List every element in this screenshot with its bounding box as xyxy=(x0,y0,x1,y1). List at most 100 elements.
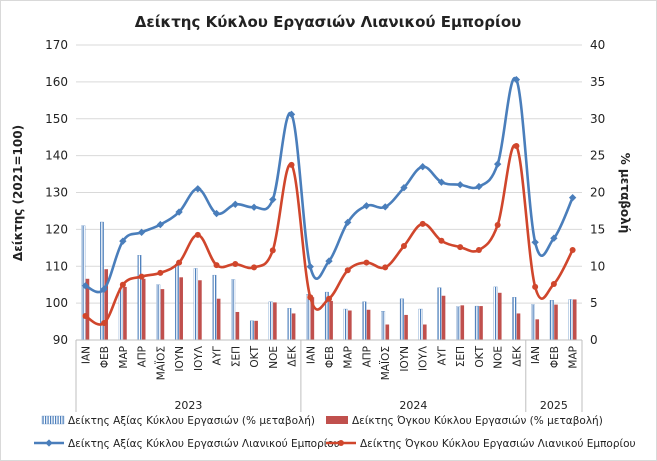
line-point xyxy=(250,203,258,211)
bar xyxy=(81,225,86,341)
bar xyxy=(348,310,352,340)
line-point xyxy=(419,220,426,227)
line-point xyxy=(344,267,351,274)
line-point xyxy=(101,320,108,327)
y-tick-label: 100 xyxy=(45,296,68,310)
x-tick-label: ΜΑΡ xyxy=(568,346,580,369)
bar xyxy=(216,298,221,340)
line-point xyxy=(475,247,482,254)
legend-swatch xyxy=(326,416,348,424)
x-tick-label: ΙΟΥΛ xyxy=(193,345,205,371)
x-tick-label: ΣΕΠ xyxy=(230,346,242,367)
line-point xyxy=(475,182,483,191)
x-tick-label: ΟΚΤ xyxy=(249,345,261,367)
y2-tick-label: 30 xyxy=(590,112,605,126)
x-tick-label: ΑΠΡ xyxy=(361,346,373,367)
x-tick-label: ΙΑΝ xyxy=(305,346,317,364)
bar-series xyxy=(81,221,577,341)
bar xyxy=(456,306,461,341)
x-tick-label: ΜΑΪΟΣ xyxy=(379,346,392,380)
line-point xyxy=(325,257,333,265)
legend-marker xyxy=(45,439,53,447)
bar xyxy=(531,304,535,341)
line-point xyxy=(287,110,296,119)
legend-label: Δείκτης Αξίας Κύκλου Εργασιών (% μεταβολ… xyxy=(68,415,315,427)
line-point xyxy=(550,234,558,242)
line-series xyxy=(81,75,577,327)
legend-label: Δείκτης Αξίας Κύκλου Εργασιών Λιανικού Ε… xyxy=(68,438,340,450)
x-tick-label: ΦΕΒ xyxy=(549,346,561,368)
bar xyxy=(175,263,179,341)
line-point xyxy=(81,282,90,290)
bar xyxy=(437,287,442,341)
x-tick-label: ΑΥΓ xyxy=(436,346,448,366)
x-tick-label: ΑΠΡ xyxy=(137,346,149,367)
bar xyxy=(366,309,371,340)
bar xyxy=(535,319,540,340)
line-point xyxy=(569,247,576,254)
legend-marker xyxy=(338,440,344,446)
line-point xyxy=(269,195,277,204)
x-tick-label: ΝΟΕ xyxy=(493,346,505,369)
line-point xyxy=(494,221,501,228)
line-point xyxy=(176,259,183,266)
bar xyxy=(273,302,277,340)
line-point xyxy=(419,163,427,171)
bar xyxy=(231,279,236,341)
bar xyxy=(441,295,446,340)
y2-tick-label: 15 xyxy=(590,222,605,236)
bar xyxy=(85,278,90,340)
y2-tick-label: 5 xyxy=(590,296,598,310)
y-tick-label: 150 xyxy=(45,112,68,126)
line-point xyxy=(457,244,464,251)
x-tick-label: ΦΕΒ xyxy=(99,346,111,368)
bar xyxy=(362,301,367,341)
year-label: 2024 xyxy=(399,399,427,412)
bar xyxy=(516,313,521,340)
line-point xyxy=(232,261,239,268)
y-tick-label: 90 xyxy=(53,333,68,347)
chart-title: Δείκτης Κύκλου Εργασιών Λιανικού Εμπορίο… xyxy=(135,13,522,31)
line-point xyxy=(194,231,201,238)
line-point xyxy=(532,283,539,290)
line-point xyxy=(381,203,389,211)
bar xyxy=(512,297,517,341)
line-point xyxy=(363,259,370,266)
bar xyxy=(497,292,502,340)
y-tick-label: 120 xyxy=(45,222,68,236)
bar xyxy=(568,299,573,341)
x-tick-label: ΜΑΡ xyxy=(118,346,130,369)
bar xyxy=(118,288,123,341)
bar xyxy=(235,311,240,340)
bar xyxy=(418,308,423,341)
line-point xyxy=(513,143,520,150)
year-label: 2023 xyxy=(174,399,202,412)
line-point xyxy=(326,295,332,302)
legend-label: Δείκτης Όγκου Κύκλου Εργασιών Λιανικού Ε… xyxy=(360,438,636,450)
bar xyxy=(404,314,408,340)
line-point xyxy=(306,262,314,271)
y2-tick-label: 35 xyxy=(590,75,605,89)
line-point xyxy=(437,178,446,186)
line-point xyxy=(400,242,407,249)
legend-label: Δείκτης Όγκου Κύκλου Εργασιών (% μεταβολ… xyxy=(352,415,603,427)
bar xyxy=(193,268,198,341)
line-point xyxy=(194,185,202,193)
line-point xyxy=(251,264,258,271)
legend: Δείκτης Αξίας Κύκλου Εργασιών (% μεταβολ… xyxy=(34,415,636,450)
x-tick-label: ΙΟΥΝ xyxy=(399,346,411,372)
x-tick-label: ΔΕΚ xyxy=(287,345,299,367)
line-point xyxy=(550,280,557,287)
bar xyxy=(104,269,109,340)
bar xyxy=(123,286,127,340)
bar xyxy=(554,304,558,340)
y-axis-label: Δείκτης (2021=100) xyxy=(11,125,25,261)
bar xyxy=(160,289,165,340)
y2-tick-label: 0 xyxy=(590,333,598,347)
bar xyxy=(268,301,273,341)
x-tick-label: ΦΕΒ xyxy=(324,346,336,368)
bar xyxy=(572,299,577,340)
line-point xyxy=(438,237,445,244)
line-point xyxy=(382,264,389,271)
